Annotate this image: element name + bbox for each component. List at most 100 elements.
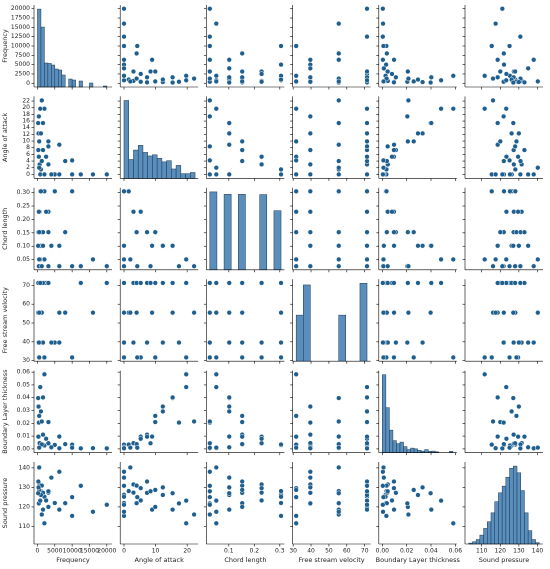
scatter-point — [428, 120, 434, 126]
scatter-point — [385, 263, 391, 269]
scatter-point — [307, 171, 313, 178]
scatter-point — [307, 74, 313, 80]
histogram-bar — [494, 501, 499, 545]
scatter-point — [419, 130, 426, 137]
scatter-point — [39, 418, 45, 425]
scatter-point — [258, 339, 265, 346]
scatter-point — [104, 171, 110, 178]
scatter-point — [380, 157, 387, 164]
scatter-point — [37, 106, 43, 112]
scatter-point — [183, 371, 189, 377]
y-axis-label: Angle of attack — [1, 113, 9, 163]
x-tick-label: 40 — [307, 548, 315, 555]
scatter-point — [278, 43, 284, 49]
scatter-point — [391, 478, 397, 485]
scatter-point — [207, 75, 213, 82]
histogram-bar — [516, 472, 521, 545]
scatter-point — [69, 157, 75, 164]
scatter-point — [391, 57, 397, 63]
scatter-point — [149, 57, 155, 63]
scatter-point — [293, 171, 299, 178]
histogram-bar — [180, 173, 186, 179]
x-tick-label: 10 — [152, 548, 160, 555]
y-tick-label: 0.06 — [17, 369, 31, 376]
x-tick-label: 20000 — [97, 548, 116, 555]
scatter-point — [336, 120, 342, 126]
scatter-point — [239, 50, 245, 57]
scatter-point — [515, 209, 521, 215]
scatter-point — [393, 490, 399, 496]
scatter-point — [121, 509, 127, 515]
y-tick-label: 0.00 — [17, 445, 31, 452]
scatter-point — [389, 209, 395, 215]
scatter-point — [404, 113, 410, 120]
scatter-point — [419, 79, 426, 85]
scatter-point — [385, 280, 391, 286]
scatter-point — [69, 171, 75, 178]
scatter-point — [512, 68, 518, 75]
scatter-point — [213, 371, 219, 377]
scatter-point — [183, 256, 189, 263]
scatter-point — [121, 474, 127, 481]
scatter-point — [411, 487, 417, 493]
scatter-point — [499, 445, 505, 452]
y-tick-label: 0.02 — [17, 420, 31, 427]
scatter-point — [36, 310, 42, 316]
scatter-point — [121, 34, 127, 40]
scatter-point — [336, 158, 342, 164]
x-tick-label: 120 — [495, 548, 507, 555]
scatter-point — [293, 209, 299, 215]
scatter-point — [149, 433, 155, 440]
scatter-point — [152, 68, 158, 75]
scatter-point — [336, 263, 342, 269]
y-tick-label: 0.30 — [17, 189, 31, 196]
y-tick-label: 16 — [22, 118, 30, 125]
scatter-point — [48, 243, 54, 249]
scatter-point — [380, 339, 386, 346]
scatter-point — [405, 97, 412, 104]
scatter-point — [213, 171, 219, 178]
scatter-point — [121, 483, 127, 489]
scatter-point — [90, 256, 96, 263]
histogram-bar — [161, 161, 167, 179]
scatter-point — [336, 445, 342, 451]
scatter-point — [336, 256, 342, 263]
scatter-point — [169, 394, 176, 401]
scatter-point — [278, 354, 284, 361]
scatter-point — [307, 57, 313, 63]
histogram-bar — [490, 512, 495, 545]
scatter-point — [78, 171, 84, 178]
x-tick-label: 60 — [343, 548, 351, 555]
scatter-point — [239, 280, 245, 286]
scatter-point — [499, 263, 505, 269]
scatter-point — [226, 310, 232, 316]
scatter-point — [207, 157, 213, 164]
scatter-point — [404, 339, 410, 346]
scatter-point — [516, 339, 522, 346]
x-tick-label: 0.3 — [275, 548, 285, 555]
scatter-point — [258, 436, 265, 442]
scatter-point — [45, 263, 52, 269]
histogram-bar — [142, 152, 148, 179]
scatter-point — [207, 143, 213, 150]
scatter-point — [176, 339, 182, 346]
scatter-point — [415, 130, 421, 137]
scatter-point — [336, 50, 342, 57]
scatter-point — [384, 229, 390, 235]
scatter-point — [499, 171, 505, 178]
scatter-point — [121, 188, 127, 194]
scatter-point — [503, 384, 509, 390]
scatter-point — [226, 433, 232, 440]
scatter-point — [147, 440, 154, 446]
scatter-point — [415, 76, 421, 83]
scatter-point — [147, 263, 154, 269]
scatter-point — [40, 147, 46, 153]
scatter-point — [121, 73, 127, 79]
scatter-point — [336, 490, 342, 496]
scatter-point — [226, 120, 232, 126]
scatter-point — [36, 445, 42, 451]
scatter-point — [293, 413, 299, 419]
scatter-point — [511, 431, 517, 438]
scatter-point — [293, 73, 299, 79]
scatter-point — [36, 413, 42, 419]
